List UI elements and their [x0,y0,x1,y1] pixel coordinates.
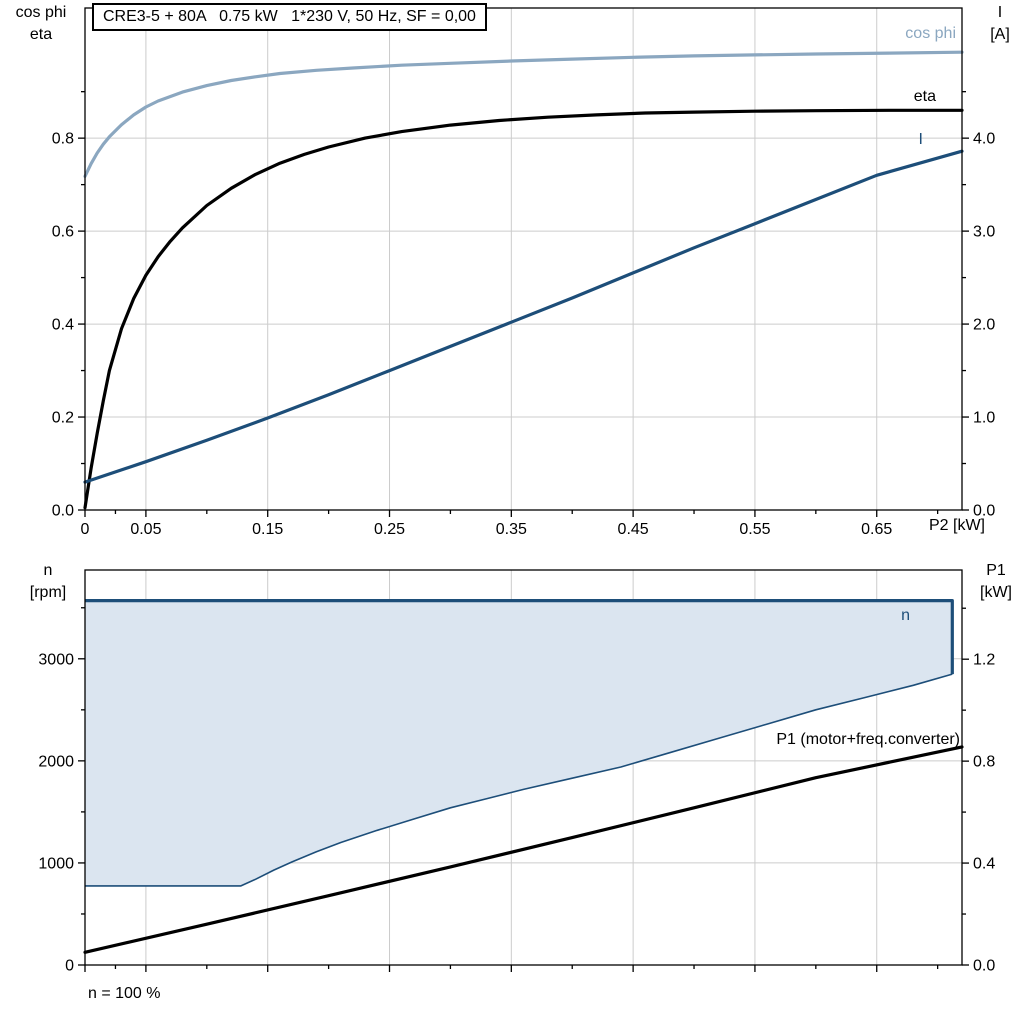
svg-text:2.0: 2.0 [973,317,995,334]
x-axis-title: P2 [kW] [928,517,985,534]
svg-text:1.0: 1.0 [973,410,995,427]
svg-text:0.0: 0.0 [973,503,995,520]
eta-axis-label: eta [29,26,53,43]
svg-text:0.35: 0.35 [496,521,527,538]
svg-text:2000: 2000 [38,753,74,770]
p1-curve-label: P1 (motor+freq.converter) [776,731,960,748]
svg-text:0: 0 [81,521,90,538]
svg-text:0.8: 0.8 [52,131,74,148]
eta-curve-label: eta [913,88,936,105]
cos-phi-axis-label: cos phi [15,4,67,21]
speed-axis-label: n [43,562,53,579]
p1-axis-label: P1 [986,562,1006,579]
svg-text:0.65: 0.65 [861,521,892,538]
svg-text:3000: 3000 [38,651,74,668]
svg-text:0.45: 0.45 [618,521,649,538]
svg-text:3.0: 3.0 [973,224,995,241]
speed-axis-unit: [rpm] [29,584,67,601]
top-right-axis-title: I [A] [977,2,1023,46]
svg-text:0.4: 0.4 [52,317,74,334]
cos-phi-curve-label: cos phi [905,25,956,42]
svg-text:0.25: 0.25 [374,521,405,538]
svg-text:1000: 1000 [38,855,74,872]
svg-text:0.15: 0.15 [252,521,283,538]
speed-curve-label: n [901,607,910,624]
svg-text:0.6: 0.6 [52,224,74,241]
current-axis-unit: [A] [990,26,1010,43]
svg-text:4.0: 4.0 [973,131,995,148]
bottom-right-axis-title: P1 [kW] [970,560,1022,604]
svg-text:0: 0 [65,958,74,975]
svg-text:0.55: 0.55 [739,521,770,538]
chart-title-box: CRE3-5 + 80A 0.75 kW 1*230 V, 50 Hz, SF … [92,3,487,31]
p1-axis-unit: [kW] [980,584,1012,601]
svg-text:0.0: 0.0 [52,503,74,520]
current-curve-label: I [918,131,923,148]
svg-text:0.8: 0.8 [973,754,995,771]
svg-text:0.4: 0.4 [973,856,995,873]
svg-text:0.05: 0.05 [130,521,161,538]
top-left-axis-title: cos phi eta [4,2,78,46]
svg-text:1.2: 1.2 [973,652,995,669]
speed-footnote: n = 100 % [88,985,161,1002]
bottom-left-axis-title: n [rpm] [14,560,82,604]
svg-text:0.0: 0.0 [973,958,995,975]
current-axis-label: I [997,4,1003,21]
svg-text:0.2: 0.2 [52,410,74,427]
